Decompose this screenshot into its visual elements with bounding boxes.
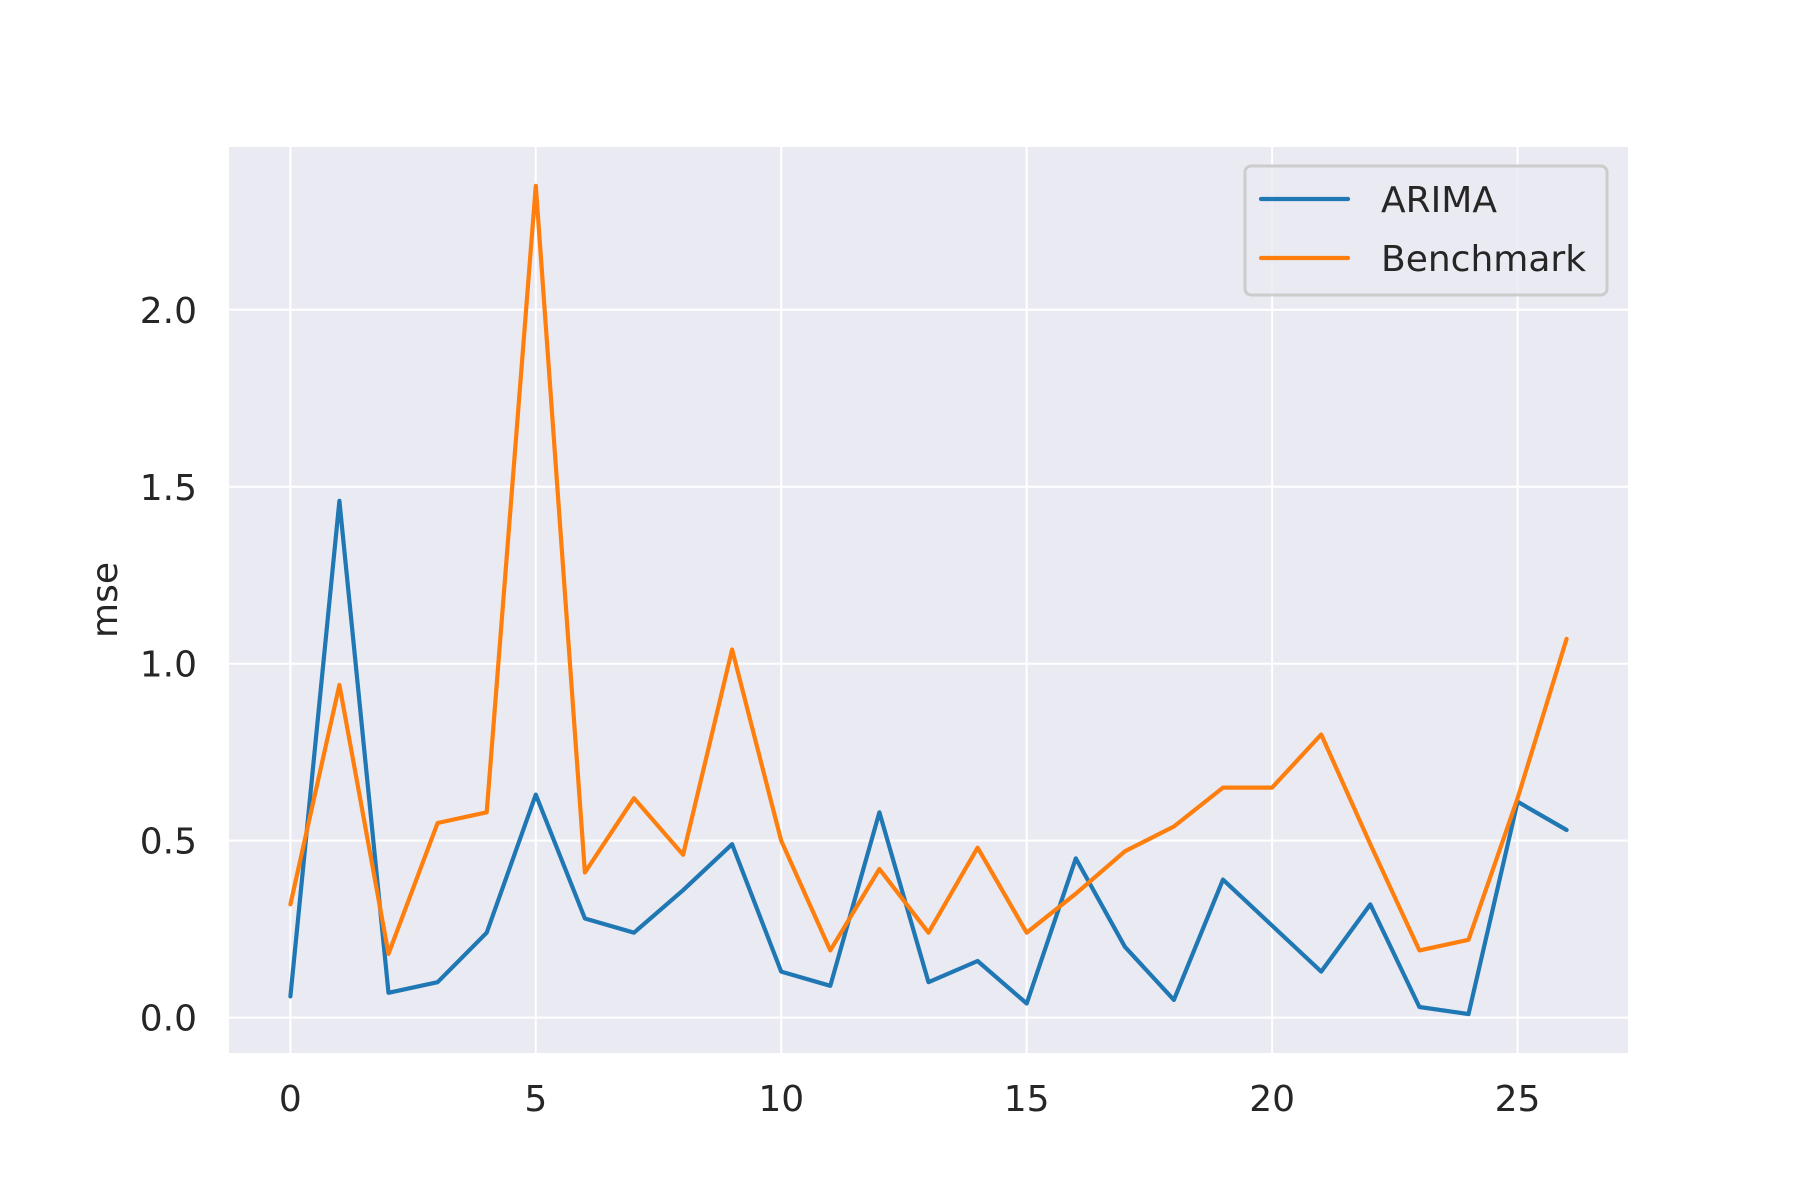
series-line-arima (288, 498, 1569, 1017)
x-tick-label: 25 (1495, 1079, 1541, 1120)
y-tick-label: 0.5 (140, 822, 197, 863)
tick-labels: 0 5 10 15 20 25 0.0 0.5 1.0 1.5 2.0 (140, 291, 1541, 1120)
series-line-benchmark (288, 183, 1569, 957)
y-tick-label: 1.5 (140, 468, 197, 509)
legend-label-arima: ARIMA (1381, 180, 1497, 221)
legend-label-benchmark: Benchmark (1381, 239, 1586, 280)
y-tick-label: 0.0 (140, 999, 197, 1040)
y-tick-label: 2.0 (140, 291, 197, 332)
x-tick-label: 15 (1004, 1079, 1050, 1120)
x-tick-label: 10 (758, 1079, 804, 1120)
series-lines (288, 183, 1569, 1017)
x-tick-label: 20 (1249, 1079, 1295, 1120)
x-tick-label: 5 (524, 1079, 547, 1120)
y-tick-label: 1.0 (140, 645, 197, 686)
y-axis-label: mse (85, 562, 126, 638)
x-tick-label: 0 (279, 1079, 302, 1120)
grid (229, 147, 1628, 1053)
legend: ARIMA Benchmark (1243, 164, 1609, 297)
